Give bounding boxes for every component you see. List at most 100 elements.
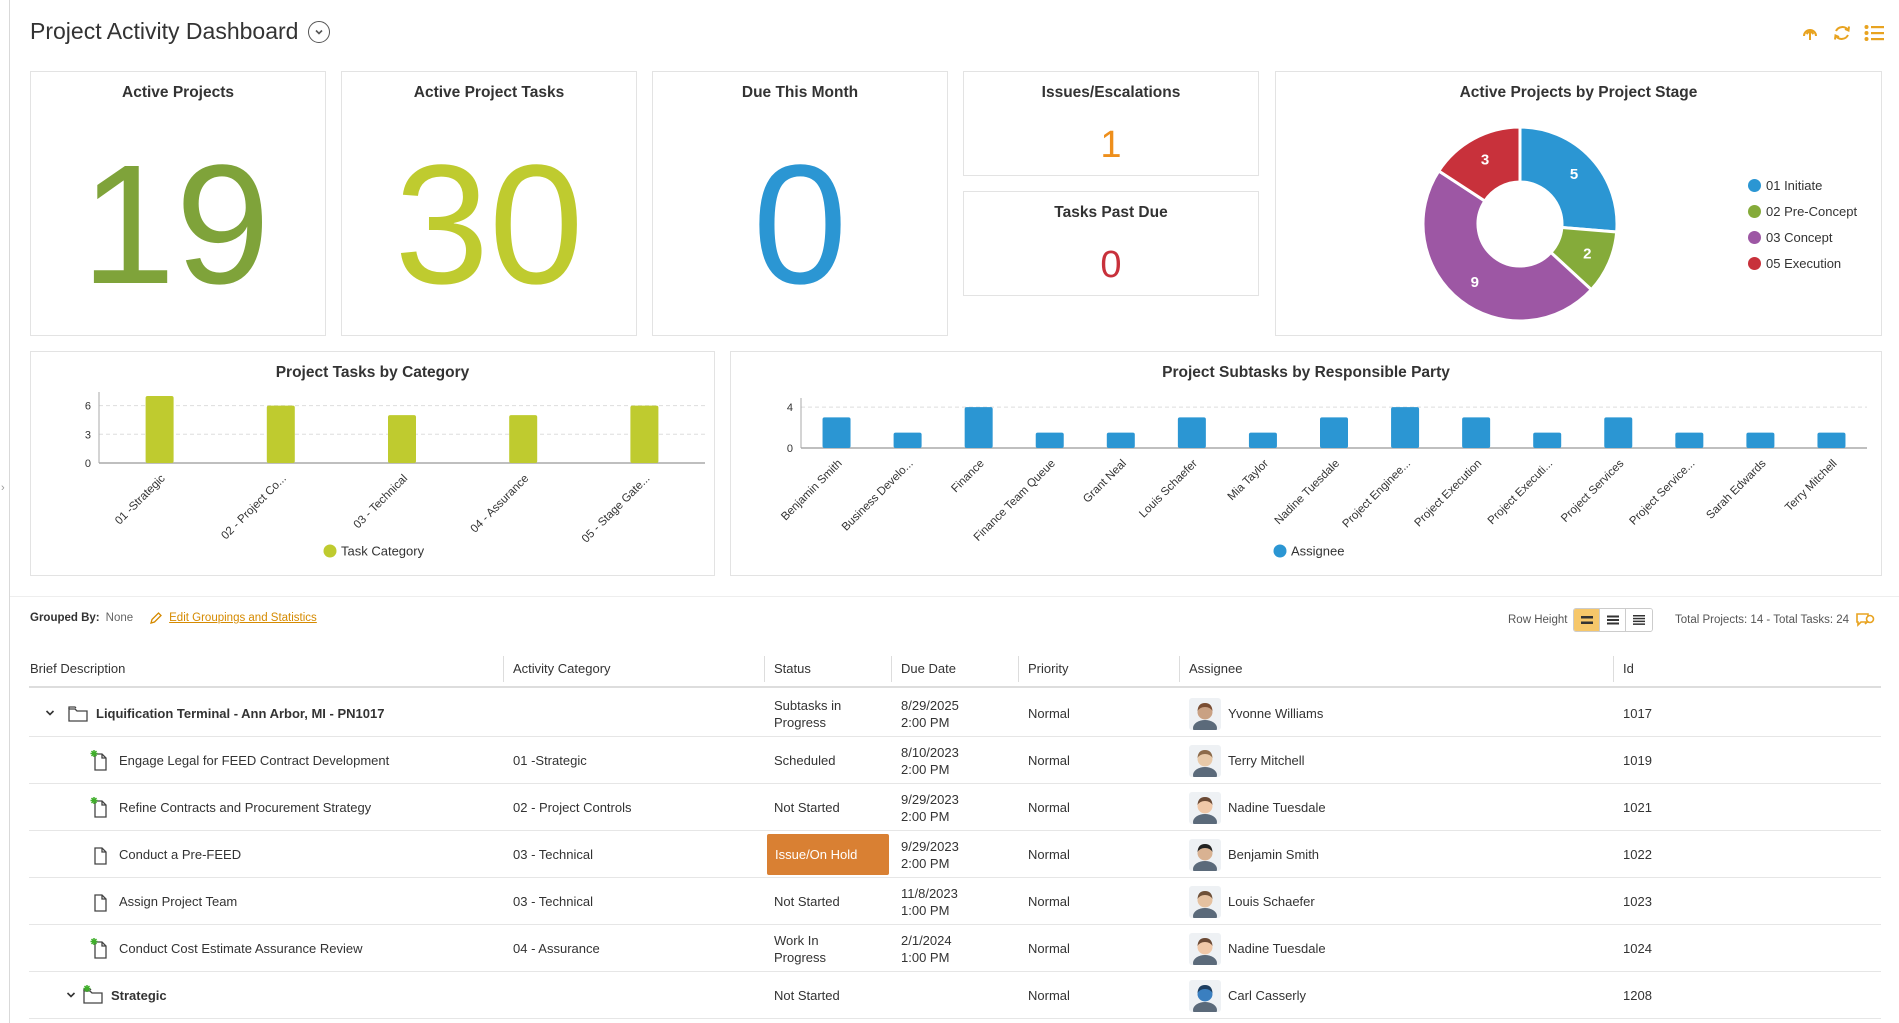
- title-dropdown-button[interactable]: [308, 21, 330, 43]
- row-id: 1021: [1623, 784, 1652, 831]
- legend-item[interactable]: 02 Pre-Concept: [1748, 198, 1857, 224]
- legend-item[interactable]: 01 Initiate: [1748, 172, 1857, 198]
- bar[interactable]: [1817, 433, 1845, 448]
- legend-item[interactable]: 03 Concept: [1748, 224, 1857, 250]
- bar[interactable]: [630, 406, 658, 463]
- search-comment-icon[interactable]: [1855, 611, 1877, 629]
- row-due-time: 2:00 PM: [901, 808, 949, 825]
- kpi-due-this-month[interactable]: Due This Month 0: [652, 71, 948, 336]
- row-height-label: Row Height: [1508, 614, 1567, 626]
- column-header-priority[interactable]: Priority: [1018, 656, 1068, 682]
- row-due-time: 2:00 PM: [901, 761, 949, 778]
- bar[interactable]: [894, 433, 922, 448]
- legend-dot: [324, 545, 337, 558]
- row-assignee[interactable]: Louis Schaefer: [1228, 894, 1315, 909]
- table-row[interactable]: Liquification Terminal - Ann Arbor, MI -…: [29, 690, 1881, 737]
- bar[interactable]: [1178, 417, 1206, 448]
- kpi-active-tasks[interactable]: Active Project Tasks 30: [341, 71, 637, 336]
- bar[interactable]: [1320, 417, 1348, 448]
- bar[interactable]: [1604, 417, 1632, 448]
- folder-icon: [67, 703, 89, 723]
- bar[interactable]: [1462, 417, 1490, 448]
- bar[interactable]: [1675, 433, 1703, 448]
- status-badge: Issue/On Hold: [767, 834, 889, 875]
- bar[interactable]: [1533, 433, 1561, 448]
- row-description[interactable]: Assign Project Team: [119, 894, 237, 909]
- task-icon: [90, 844, 110, 866]
- upload-icon[interactable]: [1799, 22, 1821, 44]
- row-description[interactable]: Refine Contracts and Procurement Strateg…: [119, 800, 371, 815]
- row-category: 04 - Assurance: [513, 925, 600, 972]
- kpi-label: Active Project Tasks: [342, 84, 636, 102]
- row-description[interactable]: Strategic: [111, 988, 167, 1003]
- row-id: 1024: [1623, 925, 1652, 972]
- list-menu-icon[interactable]: [1863, 22, 1885, 44]
- bar[interactable]: [388, 415, 416, 463]
- row-due-date: 2/1/2024: [901, 932, 952, 949]
- table-row[interactable]: Assign Project Team 03 - Technical Not S…: [29, 878, 1881, 925]
- row-assignee[interactable]: Nadine Tuesdale: [1228, 800, 1326, 815]
- row-assignee[interactable]: Benjamin Smith: [1228, 847, 1319, 862]
- row-assignee[interactable]: Carl Casserly: [1228, 988, 1306, 1003]
- bar[interactable]: [823, 417, 851, 448]
- table-row[interactable]: Engage Legal for FEED Contract Developme…: [29, 737, 1881, 784]
- bar[interactable]: [267, 406, 295, 463]
- row-assignee[interactable]: Yvonne Williams: [1228, 706, 1323, 721]
- row-due-time: 1:00 PM: [901, 949, 949, 966]
- x-tick-label: Benjamin Smith: [779, 458, 844, 523]
- row-assignee[interactable]: Terry Mitchell: [1228, 753, 1305, 768]
- expand-chevron-icon[interactable]: [43, 706, 57, 721]
- column-header-description[interactable]: Brief Description: [29, 656, 125, 682]
- rows-small-icon: [1633, 615, 1645, 625]
- status-text: Not Started: [774, 987, 840, 1004]
- bar[interactable]: [1036, 433, 1064, 448]
- kpi-tasks-past-due[interactable]: Tasks Past Due 0: [963, 191, 1259, 296]
- legend-label[interactable]: Assignee: [1291, 544, 1344, 559]
- table-row[interactable]: Conduct Cost Estimate Assurance Review 0…: [29, 925, 1881, 972]
- bar[interactable]: [1249, 433, 1277, 448]
- chevron-down-icon: [314, 27, 324, 37]
- row-description[interactable]: Engage Legal for FEED Contract Developme…: [119, 753, 389, 768]
- kpi-active-projects[interactable]: Active Projects 19: [30, 71, 326, 336]
- kpi-label: Active Projects: [31, 84, 325, 102]
- bar[interactable]: [509, 415, 537, 463]
- expand-chevron-icon[interactable]: [64, 988, 78, 1003]
- bar[interactable]: [1746, 433, 1774, 448]
- column-header-due-date[interactable]: Due Date: [891, 656, 956, 682]
- kpi-issues[interactable]: Issues/Escalations 1: [963, 71, 1259, 176]
- row-due-time: 2:00 PM: [901, 714, 949, 731]
- table-row[interactable]: Strategic Not Started Normal Carl Casser…: [29, 972, 1881, 1019]
- row-description[interactable]: Conduct a Pre-FEED: [119, 847, 241, 862]
- bar[interactable]: [1391, 407, 1419, 448]
- bar[interactable]: [146, 396, 174, 463]
- row-height-small-button[interactable]: [1626, 609, 1652, 631]
- row-height-medium-button[interactable]: [1600, 609, 1626, 631]
- edit-groupings-link[interactable]: Edit Groupings and Statistics: [169, 612, 317, 624]
- row-description[interactable]: Conduct Cost Estimate Assurance Review: [119, 941, 363, 956]
- column-header-status[interactable]: Status: [764, 656, 811, 682]
- x-tick-label: Project Execution: [1412, 458, 1484, 530]
- row-description[interactable]: Liquification Terminal - Ann Arbor, MI -…: [96, 706, 384, 721]
- donut-slice[interactable]: [1520, 127, 1617, 232]
- expand-panel-icon[interactable]: ›: [1, 482, 5, 494]
- table-row[interactable]: Conduct a Pre-FEED 03 - Technical Issue/…: [29, 831, 1881, 878]
- row-priority: Normal: [1028, 925, 1070, 972]
- refresh-icon[interactable]: [1831, 22, 1853, 44]
- column-header-id[interactable]: Id: [1613, 656, 1634, 682]
- row-height-large-button[interactable]: [1574, 609, 1600, 631]
- y-tick-label: 3: [85, 429, 91, 441]
- column-header-category[interactable]: Activity Category: [503, 656, 611, 682]
- table-row[interactable]: Refine Contracts and Procurement Strateg…: [29, 784, 1881, 831]
- left-panel-edge[interactable]: ›: [0, 0, 10, 1023]
- bar[interactable]: [1107, 433, 1135, 448]
- x-tick-label: Project Service...: [1628, 458, 1698, 528]
- row-due-date: 11/8/2023: [901, 885, 958, 902]
- legend-label[interactable]: Task Category: [341, 544, 425, 559]
- avatar: [1189, 698, 1221, 730]
- bar[interactable]: [965, 407, 993, 448]
- column-header-assignee[interactable]: Assignee: [1179, 656, 1242, 682]
- row-assignee[interactable]: Nadine Tuesdale: [1228, 941, 1326, 956]
- legend-item[interactable]: 05 Execution: [1748, 250, 1857, 276]
- row-height-toggle: [1573, 608, 1653, 632]
- row-id: 1017: [1623, 690, 1652, 737]
